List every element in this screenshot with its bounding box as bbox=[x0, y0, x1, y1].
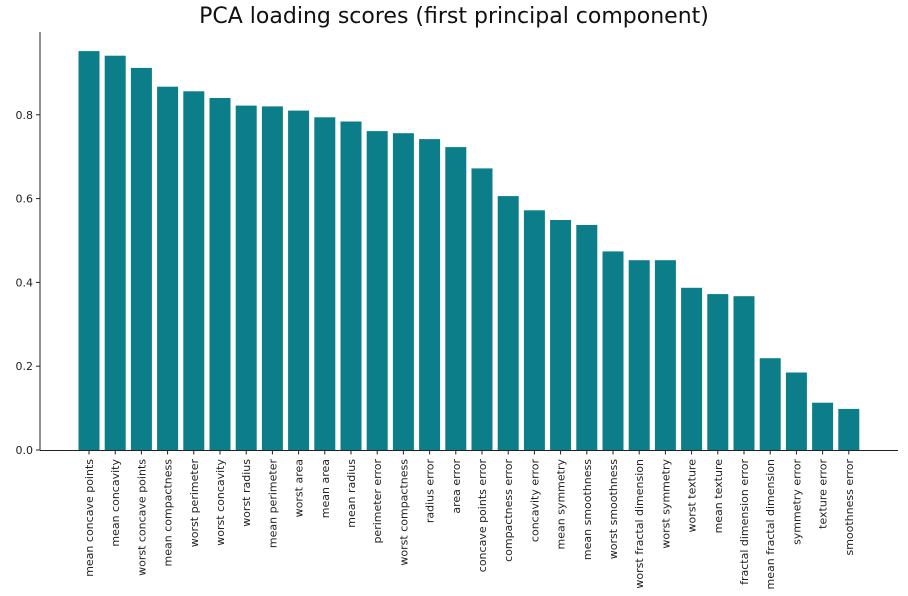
bars-layer bbox=[78, 51, 860, 451]
x-tick-label: texture error bbox=[817, 459, 830, 529]
x-tick-label: mean area bbox=[319, 459, 332, 518]
x-tick-label: radius error bbox=[424, 459, 437, 524]
x-tick-label: worst compactness bbox=[397, 459, 410, 566]
bar bbox=[445, 147, 467, 450]
x-tick-label: worst concavity bbox=[214, 459, 227, 546]
bar bbox=[707, 294, 729, 450]
bar bbox=[602, 251, 624, 450]
bar bbox=[340, 121, 362, 450]
bar bbox=[523, 210, 545, 450]
bar bbox=[288, 110, 310, 450]
bar bbox=[681, 287, 703, 450]
bar bbox=[733, 296, 755, 450]
x-tick-label: mean perimeter bbox=[266, 459, 279, 549]
x-tick-label: mean concave points bbox=[83, 459, 96, 577]
x-tick-label: mean fractal dimension bbox=[764, 459, 777, 589]
chart-title: PCA loading scores (first principal comp… bbox=[199, 4, 709, 29]
bar bbox=[812, 402, 834, 450]
bar bbox=[183, 91, 205, 451]
bar bbox=[209, 98, 231, 450]
bar bbox=[785, 372, 807, 450]
bar bbox=[838, 408, 860, 450]
bar bbox=[497, 196, 519, 450]
x-tick-label: worst area bbox=[293, 459, 306, 517]
x-tick-label: worst texture bbox=[686, 459, 699, 533]
bar bbox=[419, 139, 441, 450]
bar bbox=[628, 260, 650, 450]
bar bbox=[78, 51, 100, 450]
x-tick-label: worst perimeter bbox=[188, 459, 201, 548]
bar bbox=[576, 225, 598, 450]
bar bbox=[654, 260, 676, 450]
bar bbox=[759, 358, 781, 450]
bar bbox=[366, 131, 388, 450]
y-tick-label: 0.2 bbox=[16, 360, 34, 373]
bar bbox=[392, 133, 414, 450]
bar bbox=[471, 168, 493, 450]
x-tick-label: perimeter error bbox=[371, 459, 384, 544]
y-tick-label: 0.8 bbox=[16, 109, 34, 122]
bar bbox=[130, 67, 152, 451]
x-axis: mean concave points mean concavity worst c… bbox=[40, 450, 898, 589]
y-tick-label: 0.6 bbox=[16, 193, 34, 206]
y-tick-label: 0.4 bbox=[16, 276, 34, 289]
x-tick-label: mean texture bbox=[712, 459, 725, 534]
bar bbox=[550, 220, 572, 450]
bar bbox=[261, 106, 283, 451]
y-axis: 0.0 0.2 0.4 0.6 0.8 bbox=[16, 32, 41, 457]
bar bbox=[235, 105, 257, 450]
x-tick-label: mean symmetry bbox=[555, 459, 568, 550]
x-tick-label: mean radius bbox=[345, 459, 358, 528]
x-tick-label: worst concave points bbox=[135, 459, 148, 576]
x-tick-label: smoothness error bbox=[843, 459, 856, 556]
x-tick-label: fractal dimension error bbox=[738, 459, 751, 585]
bar bbox=[157, 86, 179, 450]
x-tick-label: worst smoothness bbox=[607, 459, 620, 559]
y-tick-label: 0.0 bbox=[16, 444, 34, 457]
bar bbox=[314, 117, 336, 451]
x-tick-label: worst symmetry bbox=[659, 459, 672, 549]
x-tick-label: mean compactness bbox=[162, 459, 175, 567]
x-tick-label: concave points error bbox=[476, 459, 489, 573]
x-tick-label: symmetry error bbox=[790, 459, 803, 545]
x-tick-label: concavity error bbox=[528, 459, 541, 543]
x-tick-label: worst radius bbox=[240, 459, 253, 527]
x-tick-label: mean smoothness bbox=[581, 459, 594, 560]
bar bbox=[104, 55, 126, 450]
x-tick-label: area error bbox=[450, 459, 463, 514]
x-tick-label: compactness error bbox=[502, 459, 515, 562]
x-tick-label: worst fractal dimension bbox=[633, 459, 646, 589]
x-tick-label: mean concavity bbox=[109, 459, 122, 547]
